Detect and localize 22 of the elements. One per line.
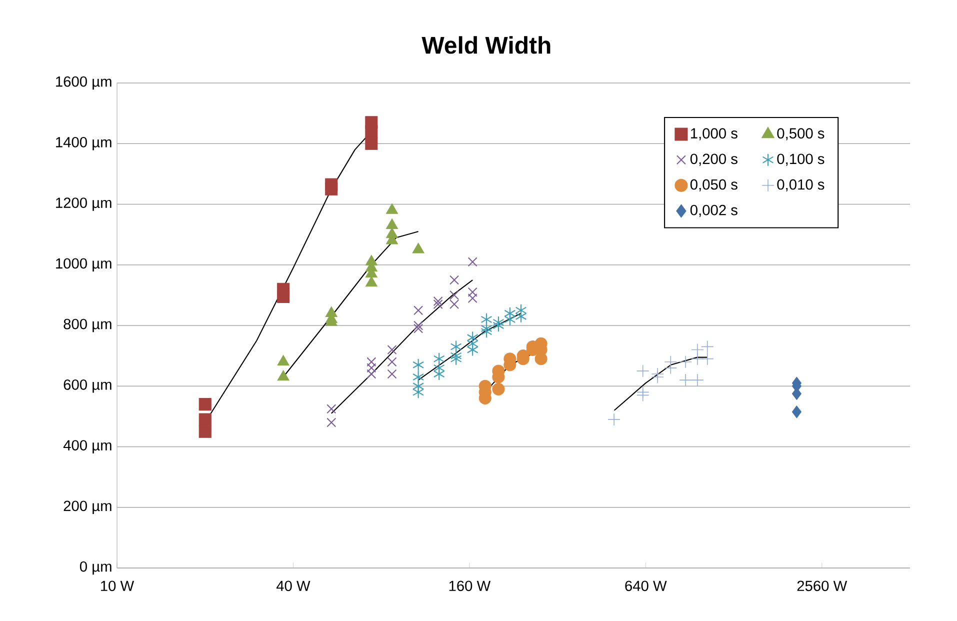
y-tick-label: 1200 µm (56, 198, 112, 211)
legend-label: 0,002 s (690, 204, 738, 217)
y-tick-label: 600 µm (64, 379, 112, 393)
legend-label: 1,000 s (690, 128, 738, 140)
y-tick-label: 0 µm (80, 561, 112, 575)
y-tick-label: 1400 µm (56, 136, 112, 150)
y-tick-label: 1000 µm (56, 258, 112, 272)
legend-label: 0,100 s (777, 154, 824, 166)
y-tick-label: 800 µm (64, 318, 112, 332)
y-tick-label: 1600 µm (56, 76, 112, 90)
legend-label: 0,500 s (777, 128, 824, 140)
y-tick-label: 200 µm (64, 500, 112, 514)
x-tick-label: 2560 W (797, 580, 848, 592)
legend-label: 0,010 s (777, 179, 824, 192)
x-tick-label: 640 W (625, 580, 667, 592)
chart-title: Weld Width (422, 36, 550, 54)
x-tick-label: 160 W (449, 580, 491, 592)
legend-label: 0,200 s (690, 154, 738, 166)
y-tick-label: 400 µm (63, 440, 112, 454)
legend-label: 0,050 s (690, 179, 738, 192)
x-tick-label: 40 W (276, 580, 310, 592)
x-tick-label: 10 W (101, 580, 134, 592)
